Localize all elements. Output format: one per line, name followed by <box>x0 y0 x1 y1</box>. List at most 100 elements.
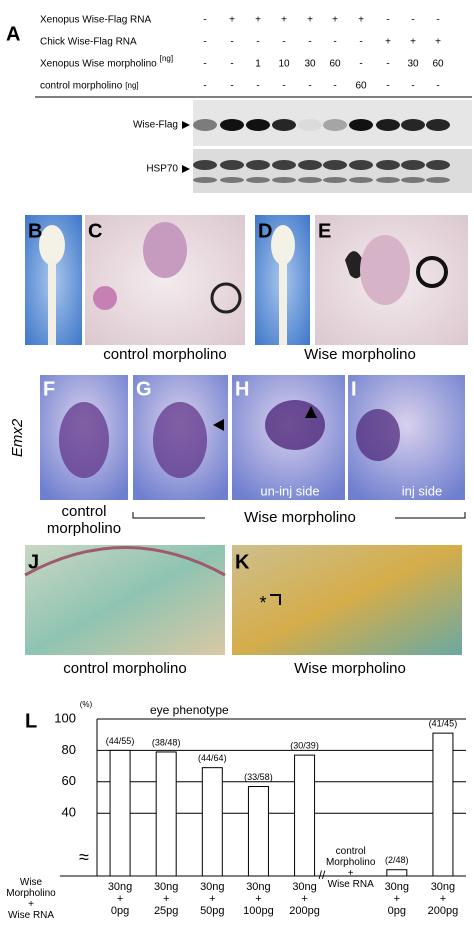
blot-label: HSP70 <box>146 164 178 175</box>
band <box>298 177 322 183</box>
band <box>246 160 270 170</box>
embryo <box>279 260 287 345</box>
side-label: inj side <box>402 483 442 498</box>
band <box>401 160 425 170</box>
bar <box>109 749 131 877</box>
band <box>401 177 425 183</box>
stain <box>153 402 207 478</box>
cell: + <box>435 37 441 48</box>
band <box>426 160 450 170</box>
cell: - <box>308 37 311 48</box>
band <box>349 160 373 170</box>
eye <box>416 256 448 288</box>
bar <box>386 869 408 877</box>
eye <box>93 286 117 310</box>
bar <box>432 732 454 877</box>
panel-label: L <box>25 710 37 732</box>
eye <box>345 251 365 279</box>
eye <box>210 282 242 314</box>
cell: 30 <box>304 59 316 70</box>
y-tick-label: 40 <box>62 805 76 820</box>
brain <box>143 222 187 278</box>
value-label: (33/58) <box>244 772 273 782</box>
cell: - <box>333 81 336 92</box>
cell: - <box>359 59 362 70</box>
value-label: (2/48) <box>385 855 409 865</box>
caption: Wise morpholino <box>294 660 406 677</box>
band <box>323 177 347 183</box>
arrowhead <box>182 121 190 129</box>
tissue-edge <box>24 546 226 577</box>
x-tick-label: 30ng + 200pg <box>427 881 459 917</box>
row-label: control morpholino <box>40 81 123 92</box>
blot <box>193 149 472 193</box>
x-tick-label: 30ng + 0pg <box>384 881 410 917</box>
marker: * <box>259 593 266 613</box>
cell: - <box>282 81 285 92</box>
cell: + <box>255 15 261 26</box>
cell: 60 <box>355 81 367 92</box>
bar <box>247 786 269 877</box>
panel-label: B <box>28 220 42 242</box>
y-tick-label: 100 <box>54 710 76 725</box>
stain <box>356 409 400 461</box>
value-label: (41/45) <box>429 719 458 729</box>
cell: - <box>203 15 206 26</box>
value-label: (44/55) <box>106 736 135 746</box>
axis-break: ≈ <box>79 847 89 867</box>
band <box>349 119 373 131</box>
band <box>376 177 400 183</box>
cell: - <box>230 59 233 70</box>
band <box>376 160 400 170</box>
row-unit: [ng] <box>125 81 138 90</box>
group-label: Wise Morpholino + Wise RNA <box>6 877 56 921</box>
stain <box>59 402 109 478</box>
cell: 30 <box>407 59 419 70</box>
band <box>220 119 244 131</box>
bar <box>294 754 316 877</box>
cell: - <box>411 81 414 92</box>
panel-label: G <box>136 378 152 400</box>
row-label: Xenopus Wise-Flag RNA <box>40 15 151 26</box>
panel-label: K <box>235 551 250 573</box>
cell: - <box>256 81 259 92</box>
panel-label: A <box>6 23 20 45</box>
cell: - <box>436 81 439 92</box>
blot-label: Wise-Flag <box>133 120 178 131</box>
cell: + <box>281 15 287 26</box>
cell: - <box>230 37 233 48</box>
panel-label: C <box>88 220 102 242</box>
cell: - <box>411 15 414 26</box>
x-tick-label: 30ng + 50pg <box>200 881 225 917</box>
cell: 60 <box>432 59 444 70</box>
band <box>401 119 425 131</box>
band <box>349 177 373 183</box>
cell: 1 <box>255 59 261 70</box>
cell: - <box>282 37 285 48</box>
cell: + <box>358 15 364 26</box>
band <box>272 160 296 170</box>
cell: - <box>436 15 439 26</box>
group-label: control Morpholino + Wise RNA <box>325 846 376 890</box>
bar <box>155 751 177 877</box>
value-label: (30/39) <box>290 740 319 750</box>
arrowhead <box>213 419 224 431</box>
row-label: Chick Wise-Flag RNA <box>40 37 137 48</box>
y-tick-label: 60 <box>62 773 76 788</box>
cell: - <box>386 59 389 70</box>
row-unit: [ng] <box>160 54 173 63</box>
embryo <box>48 260 56 345</box>
band <box>426 119 450 131</box>
gene-label: Emx2 <box>9 418 26 457</box>
side-label: un-inj side <box>260 483 319 498</box>
embryo <box>271 225 295 265</box>
stain <box>265 400 325 450</box>
cell: - <box>256 37 259 48</box>
value-label: (38/48) <box>152 737 181 747</box>
band <box>272 119 296 131</box>
cell: - <box>203 37 206 48</box>
image-j <box>25 545 225 655</box>
chart-title: eye phenotype <box>150 703 229 717</box>
